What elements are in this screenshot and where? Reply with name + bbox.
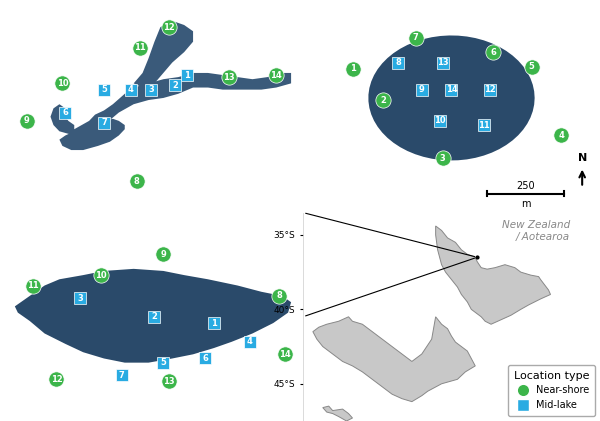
Text: 12: 12 bbox=[50, 375, 62, 384]
Polygon shape bbox=[323, 406, 352, 421]
Text: 7: 7 bbox=[101, 118, 107, 128]
Text: 6: 6 bbox=[202, 354, 208, 363]
Polygon shape bbox=[313, 317, 475, 402]
Text: 11: 11 bbox=[134, 43, 145, 53]
Polygon shape bbox=[436, 226, 550, 324]
Text: 7: 7 bbox=[119, 370, 125, 380]
Text: 6: 6 bbox=[62, 108, 68, 117]
Text: 3: 3 bbox=[440, 154, 445, 163]
Text: 5: 5 bbox=[101, 85, 107, 94]
Text: 5: 5 bbox=[160, 358, 166, 367]
Text: 8: 8 bbox=[395, 58, 401, 67]
Polygon shape bbox=[59, 119, 125, 150]
Text: m: m bbox=[521, 199, 530, 209]
FancyBboxPatch shape bbox=[472, 169, 597, 206]
Text: 13: 13 bbox=[437, 58, 448, 67]
Text: 14: 14 bbox=[446, 85, 457, 94]
Text: 11: 11 bbox=[27, 281, 38, 290]
Text: 4: 4 bbox=[128, 85, 134, 94]
Text: 12: 12 bbox=[163, 23, 175, 32]
Text: Lake Waitawa: Lake Waitawa bbox=[6, 6, 103, 19]
Text: 10: 10 bbox=[434, 116, 445, 125]
Text: 9: 9 bbox=[160, 250, 166, 259]
Text: 8: 8 bbox=[134, 177, 140, 186]
Text: 11: 11 bbox=[478, 120, 490, 130]
Text: 250: 250 bbox=[517, 181, 535, 191]
Legend: Near-shore, Mid-lake: Near-shore, Mid-lake bbox=[508, 365, 595, 416]
Text: 13: 13 bbox=[163, 377, 175, 386]
Text: 2: 2 bbox=[152, 312, 157, 321]
Text: 4: 4 bbox=[247, 337, 253, 346]
Text: 7: 7 bbox=[413, 33, 419, 42]
Text: 1: 1 bbox=[184, 71, 190, 80]
Text: 13: 13 bbox=[223, 72, 235, 82]
Text: Lake Pounui: Lake Pounui bbox=[6, 219, 92, 232]
Text: New Zealand
/ Aotearoa: New Zealand / Aotearoa bbox=[502, 220, 570, 242]
Text: N: N bbox=[578, 152, 587, 163]
Text: 9: 9 bbox=[419, 85, 425, 94]
Polygon shape bbox=[15, 269, 291, 362]
Text: 14: 14 bbox=[271, 71, 282, 80]
Text: 5: 5 bbox=[529, 62, 535, 71]
Text: Lake Tomarata: Lake Tomarata bbox=[491, 6, 594, 19]
Text: 6: 6 bbox=[490, 48, 496, 56]
Text: 3: 3 bbox=[77, 293, 83, 303]
Text: 1: 1 bbox=[350, 64, 356, 73]
Text: 10: 10 bbox=[56, 79, 68, 88]
Text: 2: 2 bbox=[172, 81, 178, 90]
Text: 3: 3 bbox=[149, 85, 154, 94]
Text: 8: 8 bbox=[277, 291, 282, 301]
Polygon shape bbox=[368, 35, 535, 160]
Text: 1: 1 bbox=[211, 319, 217, 328]
Text: 9: 9 bbox=[24, 116, 29, 125]
Polygon shape bbox=[134, 21, 193, 88]
Text: 4: 4 bbox=[559, 131, 565, 140]
Text: 14: 14 bbox=[279, 350, 291, 359]
Text: 2: 2 bbox=[380, 96, 386, 104]
Text: 10: 10 bbox=[95, 271, 107, 280]
Polygon shape bbox=[50, 73, 291, 136]
Text: 12: 12 bbox=[484, 85, 496, 94]
